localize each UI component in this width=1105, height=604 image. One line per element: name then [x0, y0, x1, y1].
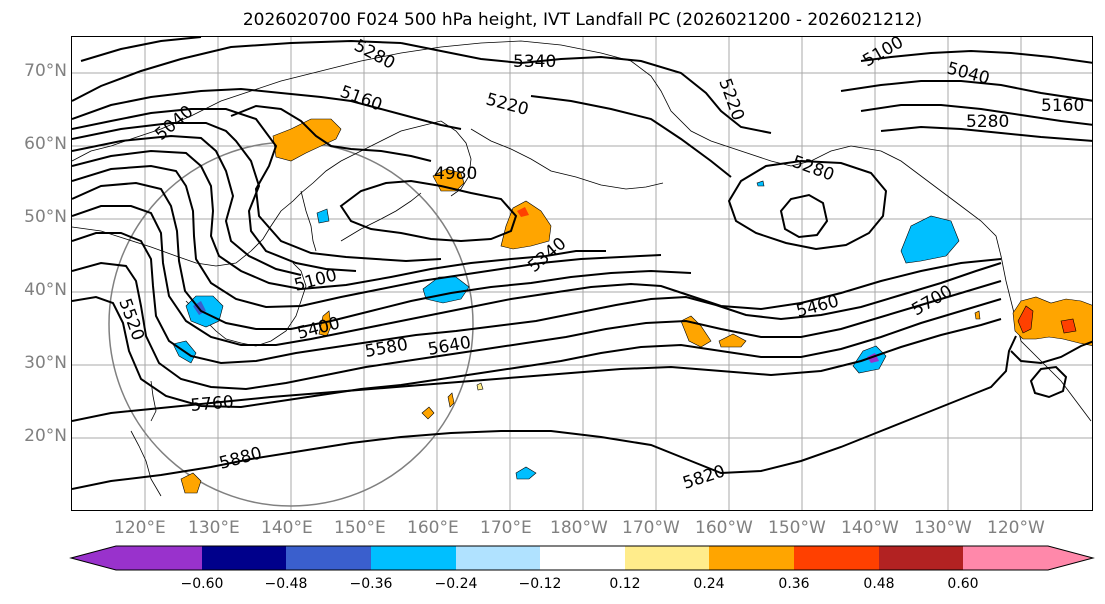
- lon-label-150w: 150°W: [768, 518, 826, 538]
- contour-label: 5820: [680, 461, 727, 493]
- lon-label-120e: 120°E: [114, 518, 166, 538]
- lat-label-30: 30°N: [24, 353, 67, 373]
- colorbar-segment: [456, 546, 540, 570]
- colorbar-segment: [794, 546, 879, 570]
- contour-label: 5160: [337, 82, 384, 116]
- lat-label-70: 70°N: [24, 61, 67, 81]
- lat-label-20: 20°N: [24, 426, 67, 446]
- contour-label: 5220: [714, 76, 748, 123]
- lon-label-180w: 180°W: [550, 518, 608, 538]
- height-contours: [72, 37, 1092, 490]
- lon-label-130e: 130°E: [188, 518, 240, 538]
- contour-label: 5100: [292, 265, 339, 296]
- lat-label-60: 60°N: [24, 134, 67, 154]
- lat-label-40: 40°N: [24, 280, 67, 300]
- contour-label: 5580: [363, 335, 409, 362]
- contour-label: 5220: [484, 90, 531, 121]
- colorbar-segment: [116, 546, 202, 570]
- colorbar-tick: −0.48: [264, 576, 308, 592]
- colorbar-segment: [371, 546, 456, 570]
- lat-label-50: 50°N: [24, 207, 67, 227]
- colorbar-segment: [879, 546, 963, 570]
- ivt-positive-regions: [180, 118, 1092, 494]
- lon-label-140w: 140°W: [841, 518, 899, 538]
- colorbar-tick: −0.24: [434, 576, 478, 592]
- contour-label: 5040: [945, 59, 992, 90]
- colorbar-segment: [286, 546, 371, 570]
- lon-label-120w: 120°W: [987, 518, 1045, 538]
- contour-label: 5100: [860, 37, 907, 71]
- contour-label: 5280: [966, 112, 1009, 132]
- lon-label-160w: 160°W: [695, 518, 753, 538]
- contour-label: 5400: [295, 313, 342, 344]
- lon-label-160e: 160°E: [407, 518, 459, 538]
- colorbar-tick: 0.24: [693, 576, 725, 592]
- colorbar-segment: [71, 546, 116, 570]
- lon-label-170e: 170°E: [480, 518, 532, 538]
- contour-label: 5340: [513, 52, 556, 72]
- contour-label: 5880: [217, 443, 264, 474]
- contour-label: 4980: [434, 164, 477, 184]
- colorbar-segment: [625, 546, 709, 570]
- lon-label-140e: 140°E: [261, 518, 313, 538]
- colorbar-tick: 0.12: [609, 576, 641, 592]
- colorbar-segment: [709, 546, 794, 570]
- colorbar-segment: [202, 546, 286, 570]
- colorbar-tick: −0.60: [180, 576, 224, 592]
- map-canvas: 5280 5340 5100 5040 5160 5220 5220 5160 …: [72, 37, 1092, 510]
- lon-label-130w: 130°W: [914, 518, 972, 538]
- colorbar-segment: [540, 546, 625, 570]
- lon-label-150e: 150°E: [334, 518, 386, 538]
- contour-label: 5280: [789, 152, 836, 186]
- contour-label: 5640: [426, 333, 472, 360]
- contour-label: 5460: [794, 291, 841, 322]
- colorbar-tick: 0.60: [947, 576, 979, 592]
- colorbar-tick: 0.48: [863, 576, 895, 592]
- graticule: [72, 37, 1092, 510]
- colorbar-segment: [1048, 546, 1093, 570]
- contour-label: 5760: [190, 392, 235, 416]
- colorbar-segment: [963, 546, 1048, 570]
- map-panel: 5280 5340 5100 5040 5160 5220 5220 5160 …: [71, 36, 1093, 511]
- lon-label-170w: 170°W: [622, 518, 680, 538]
- contour-label: 5160: [1041, 96, 1084, 116]
- colorbar-tick: 0.36: [778, 576, 810, 592]
- colorbar: [69, 545, 1095, 571]
- colorbar-tick: −0.36: [349, 576, 393, 592]
- map-title: 2026020700 F024 500 hPa height, IVT Land…: [242, 10, 923, 30]
- colorbar-tick: −0.12: [518, 576, 562, 592]
